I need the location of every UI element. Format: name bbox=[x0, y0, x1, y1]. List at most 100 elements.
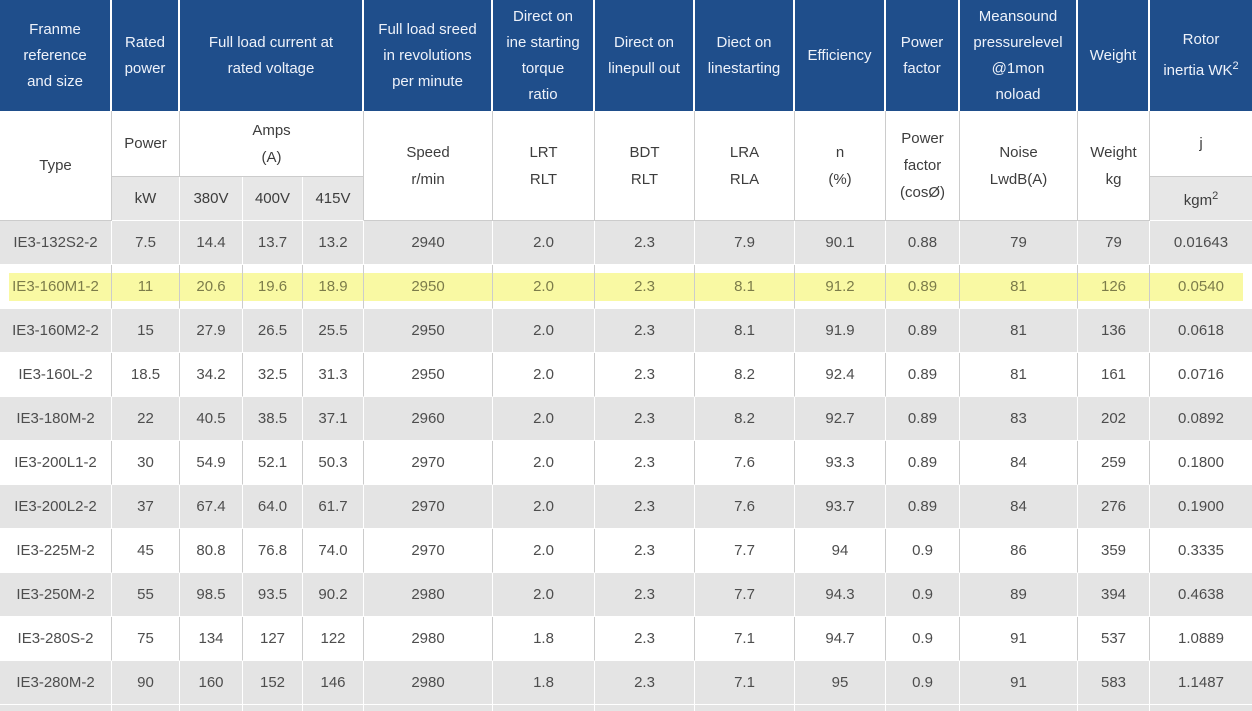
value-cell: 13.2 bbox=[303, 221, 364, 265]
value-cell: 2.0 bbox=[493, 309, 595, 353]
value-cell: 2980 bbox=[364, 573, 493, 617]
value-cell bbox=[243, 705, 303, 711]
value-cell: 537 bbox=[1078, 617, 1150, 661]
value-cell: 1.0889 bbox=[1150, 617, 1252, 661]
value-cell: 34.2 bbox=[180, 353, 243, 397]
table-row[interactable]: IE3-225M-2 45 80.8 76.8 74.0 2970 2.0 2.3 7.7 94 0… bbox=[0, 529, 1252, 573]
subheader-bdt: BDT RLT bbox=[595, 111, 695, 221]
value-cell: 2950 bbox=[364, 309, 493, 353]
value-cell: 7.9 bbox=[695, 221, 795, 265]
value-cell bbox=[595, 705, 695, 711]
value-cell: 136 bbox=[1078, 309, 1150, 353]
value-cell: 92.4 bbox=[795, 353, 886, 397]
value-cell: 2.0 bbox=[493, 441, 595, 485]
value-cell: 0.9 bbox=[886, 661, 960, 705]
value-cell: 0.89 bbox=[886, 485, 960, 529]
value-cell: 0.1900 bbox=[1150, 485, 1252, 529]
table-row[interactable]: IE3-200L1-2 30 54.9 52.1 50.3 2970 2.0 2.3 7.6 93… bbox=[0, 441, 1252, 485]
value-cell bbox=[1150, 705, 1252, 711]
unit-kgm2: kgm2 bbox=[1150, 177, 1252, 221]
subheader-speed: Speed r/min bbox=[364, 111, 493, 221]
value-cell: 161 bbox=[1078, 353, 1150, 397]
value-cell: 2980 bbox=[364, 661, 493, 705]
value-cell: 2.3 bbox=[595, 485, 695, 529]
col-header-starting-torque: Direct on ine starting torque ratio bbox=[493, 0, 595, 111]
subheader-lrt: LRT RLT bbox=[493, 111, 595, 221]
value-cell bbox=[180, 705, 243, 711]
value-cell: 15 bbox=[112, 309, 180, 353]
value-cell: 18.5 bbox=[112, 353, 180, 397]
value-cell: 84 bbox=[960, 441, 1078, 485]
table-row[interactable]: IE3-132S2-2 7.5 14.4 13.7 13.2 2940 2.0 2.3 7.9 9… bbox=[0, 221, 1252, 265]
table-row[interactable]: IE3-160L-2 18.5 34.2 32.5 31.3 2950 2.0 2.3 8.2 9… bbox=[0, 353, 1252, 397]
value-cell: 93.5 bbox=[243, 573, 303, 617]
value-cell: 7.6 bbox=[695, 485, 795, 529]
main-header-row: Franme reference and size Rated power Fu… bbox=[0, 0, 1252, 111]
type-cell: IE3-280M-2 bbox=[0, 661, 112, 705]
value-cell: 2.0 bbox=[493, 529, 595, 573]
table-row[interactable]: IE3-250M-2 55 98.5 93.5 90.2 2980 2.0 2.3 7.7 94.… bbox=[0, 573, 1252, 617]
value-cell: 2.3 bbox=[595, 573, 695, 617]
value-cell: 92.7 bbox=[795, 397, 886, 441]
value-cell: 76.8 bbox=[243, 529, 303, 573]
value-cell bbox=[364, 705, 493, 711]
value-cell: 126 bbox=[1078, 265, 1150, 309]
value-cell: 0.0540 bbox=[1150, 265, 1252, 309]
kgm-label: kgm bbox=[1183, 192, 1213, 209]
value-cell: 74.0 bbox=[303, 529, 364, 573]
value-cell: 30 bbox=[112, 441, 180, 485]
table-row[interactable]: IE3-280S-2 75 134 127 122 2980 1.8 2.3 7.1 94.7 0.… bbox=[0, 617, 1252, 661]
value-cell: 2.0 bbox=[493, 397, 595, 441]
table-row[interactable]: IE3-180M-2 22 40.5 38.5 37.1 2960 2.0 2.3 8.2 92.… bbox=[0, 397, 1252, 441]
subheader-j: j bbox=[1150, 111, 1252, 177]
unit-415v: 415V bbox=[303, 177, 364, 221]
value-cell: 0.3335 bbox=[1150, 529, 1252, 573]
value-cell: 8.1 bbox=[695, 309, 795, 353]
value-cell: 359 bbox=[1078, 529, 1150, 573]
value-cell: 2940 bbox=[364, 221, 493, 265]
subheader-weight-kg: Weight kg bbox=[1078, 111, 1150, 221]
value-cell: 2.0 bbox=[493, 353, 595, 397]
type-cell: IE3-225M-2 bbox=[0, 529, 112, 573]
value-cell: 2.0 bbox=[493, 265, 595, 309]
value-cell: 7.7 bbox=[695, 529, 795, 573]
table-row[interactable]: IE3-280M-2 90 160 152 146 2980 1.8 2.3 7.1 95 0.9 9… bbox=[0, 661, 1252, 705]
value-cell: 0.89 bbox=[886, 397, 960, 441]
subheader-cos-phi: Power factor (cosØ) bbox=[886, 111, 960, 221]
table-row[interactable]: IE3-160M2-2 15 27.9 26.5 25.5 2950 2.0 2.3 8.1 91… bbox=[0, 309, 1252, 353]
value-cell: 0.9 bbox=[886, 529, 960, 573]
col-header-power-factor: Power factor bbox=[886, 0, 960, 111]
subheader-amps: Amps (A) bbox=[180, 111, 364, 177]
value-cell: 54.9 bbox=[180, 441, 243, 485]
value-cell bbox=[112, 705, 180, 711]
col-header-rated-power: Rated power bbox=[112, 0, 180, 111]
value-cell: 81 bbox=[960, 353, 1078, 397]
type-cell: IE3-200L2-2 bbox=[0, 485, 112, 529]
value-cell: 37 bbox=[112, 485, 180, 529]
value-cell: 0.1800 bbox=[1150, 441, 1252, 485]
value-cell: 259 bbox=[1078, 441, 1150, 485]
value-cell: 93.3 bbox=[795, 441, 886, 485]
subheader-power: Power bbox=[112, 111, 180, 177]
type-cell: IE3-250M-2 bbox=[0, 573, 112, 617]
value-cell: 122 bbox=[303, 617, 364, 661]
value-cell: 40.5 bbox=[180, 397, 243, 441]
value-cell bbox=[695, 705, 795, 711]
value-cell: 91.9 bbox=[795, 309, 886, 353]
table-row[interactable]: IE3-160M1-2 11 20.6 19.6 18.9 2950 2.0 2.3 8.1 91… bbox=[0, 265, 1252, 309]
type-cell: IE3-132S2-2 bbox=[0, 221, 112, 265]
value-cell: 2.3 bbox=[595, 397, 695, 441]
value-cell: 2970 bbox=[364, 529, 493, 573]
value-cell: 1.8 bbox=[493, 661, 595, 705]
value-cell: 134 bbox=[180, 617, 243, 661]
col-header-full-load-speed: Full load sreed in revolutions per minut… bbox=[364, 0, 493, 111]
value-cell: 0.89 bbox=[886, 265, 960, 309]
sub-header-row-2: kW 380V 400V 415V kgm2 bbox=[0, 177, 1252, 221]
table-row[interactable]: IE3-200L2-2 37 67.4 64.0 61.7 2970 2.0 2.3 7.6 93… bbox=[0, 485, 1252, 529]
value-cell: 2.0 bbox=[493, 573, 595, 617]
value-cell: 91 bbox=[960, 617, 1078, 661]
rotor-inertia-label: Rotor inertia WK bbox=[1163, 31, 1233, 79]
value-cell: 64.0 bbox=[243, 485, 303, 529]
value-cell bbox=[0, 705, 112, 711]
sub-header-row-1: Type Power Amps (A) Speed r/min LRT RLT … bbox=[0, 111, 1252, 221]
